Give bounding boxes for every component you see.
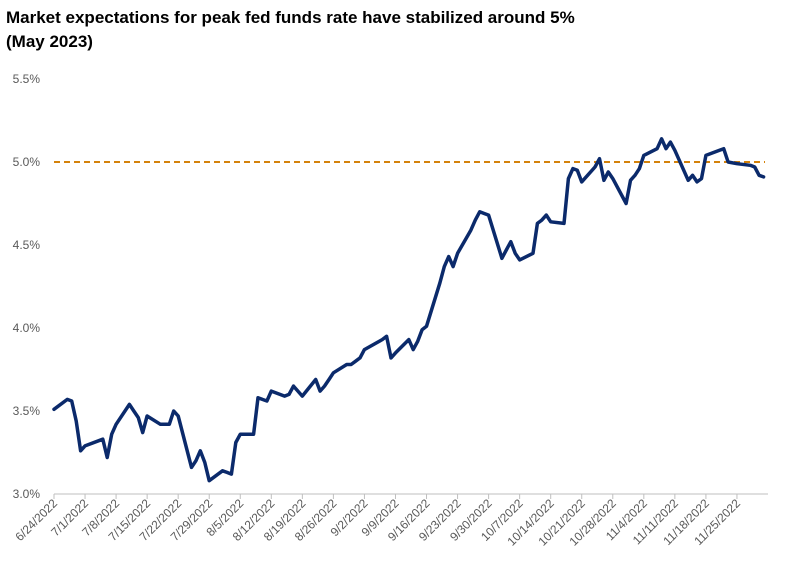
x-axis: 6/24/20227/1/20227/8/20227/15/20227/22/2… [12,493,768,549]
chart-subtitle: (May 2023) [6,32,93,51]
x-tick-label: 6/24/2022 [12,496,60,544]
series-layer [52,137,766,483]
y-tick-label: 3.0% [13,487,41,501]
y-tick-label: 5.0% [13,155,41,169]
series-line [52,137,766,483]
chart-title-block: Market expectations for peak fed funds r… [6,6,766,54]
chart-title: Market expectations for peak fed funds r… [6,8,575,27]
y-axis: 3.0% 3.5% 4.0% 4.5% 5.0% 5.5% [13,72,41,501]
y-tick-label: 5.5% [13,72,41,86]
y-tick-label: 4.5% [13,238,41,252]
y-tick-label: 4.0% [13,321,41,335]
y-tick-label: 3.5% [13,404,41,418]
